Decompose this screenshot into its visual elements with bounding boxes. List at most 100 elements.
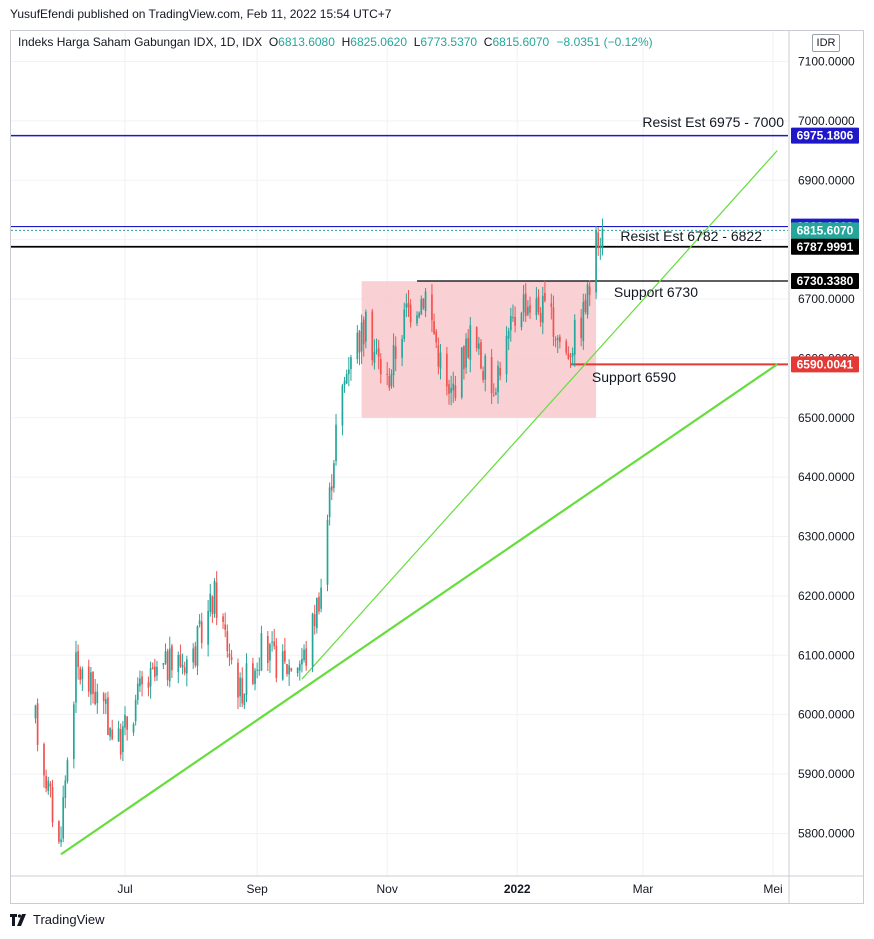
candle-body [452, 383, 455, 391]
candle-body [64, 780, 67, 798]
badge-6730-label: 6730.3380 [797, 274, 854, 288]
annotation-label: Resist Est 6975 - 7000 [642, 114, 784, 130]
trend-line [60, 363, 778, 856]
candle-body [386, 373, 389, 375]
candle-body [177, 654, 180, 673]
tradingview-logo-icon [10, 913, 26, 926]
legend-high: H6825.0620 [341, 35, 407, 49]
candle-body [558, 336, 561, 343]
candle-body [62, 797, 65, 839]
trend-line [301, 150, 778, 680]
candle-body [198, 620, 201, 625]
candle-body [273, 641, 276, 647]
candle-body [141, 676, 143, 685]
badge-6788-label: 6787.9991 [797, 240, 854, 254]
candle-body [266, 635, 269, 663]
candle-body [556, 338, 559, 340]
candle-body [156, 666, 158, 676]
candle-body [403, 309, 406, 339]
candle-body [139, 678, 141, 687]
candle-body [514, 317, 516, 326]
candle-body [215, 582, 218, 618]
candle-body [213, 581, 216, 614]
candle-body [72, 704, 75, 760]
candle-body [94, 691, 97, 705]
candle-body [252, 663, 254, 684]
candle-body [392, 345, 395, 376]
candle-body [207, 610, 209, 645]
candle-body [373, 352, 376, 363]
candle-body [66, 760, 69, 782]
candle-body [582, 301, 585, 342]
candle-body [79, 668, 82, 680]
candle-body [465, 338, 467, 368]
candle-body [554, 339, 557, 341]
candle-body [275, 645, 278, 679]
candle-body [480, 342, 482, 369]
candle-body [34, 705, 37, 719]
candle-body [460, 347, 463, 398]
candles [34, 218, 604, 847]
candle-body [424, 291, 427, 312]
candle-body [450, 387, 452, 393]
candle-body [537, 296, 540, 313]
candle-body [541, 295, 544, 323]
footer-brand: TradingView [33, 912, 105, 927]
candle-body [567, 353, 570, 359]
candle-body [122, 726, 124, 753]
candle-body [599, 245, 602, 249]
candle-body [371, 311, 374, 361]
candle-body [520, 313, 523, 328]
candle-body [194, 646, 197, 666]
chart-legend: Indeks Harga Saham Gabungan IDX, 1D, IDX… [18, 35, 653, 49]
badge-6788 [791, 238, 859, 255]
candle-body [286, 664, 288, 674]
candle-body [439, 352, 442, 369]
annotations: Resist Est 6975 - 7000 Resist Est 6782 - … [592, 114, 784, 385]
candle-body [409, 304, 412, 323]
candle-body [47, 780, 50, 791]
candle-body [245, 663, 248, 695]
candle-body [539, 312, 542, 323]
candle-body [454, 385, 457, 398]
candle-body [379, 359, 382, 375]
candle-body [601, 228, 604, 249]
candle-body [401, 338, 403, 358]
x-tick-label: Mei [763, 882, 782, 896]
candle-body [512, 317, 514, 319]
published-info: YusufEfendi published on TradingView.com… [10, 7, 392, 21]
badge-6590-label: 6590.0041 [797, 357, 854, 371]
candle-body [492, 395, 495, 397]
candle-body [318, 596, 320, 612]
candle-body [196, 626, 199, 667]
legend-title: Indeks Harga Saham Gabungan IDX, 1D, IDX [18, 35, 263, 49]
candle-body [258, 669, 261, 671]
y-tick-label: 7100.0000 [798, 55, 855, 69]
candle-body [179, 654, 182, 667]
candle-body [569, 355, 572, 357]
candle-body [162, 663, 165, 665]
candle-body [192, 648, 195, 663]
candle-body [109, 727, 111, 737]
candle-body [36, 703, 39, 745]
candle-body [58, 821, 60, 842]
candle-body [418, 312, 421, 318]
candle-body [60, 839, 62, 843]
axes: 7100.00007000.00006900.00006800.00006700… [11, 31, 863, 903]
candle-body [320, 587, 322, 609]
candle-body [350, 357, 352, 370]
candle-body [181, 664, 184, 668]
candle-body [330, 486, 333, 491]
badge-6975 [791, 127, 859, 144]
candle-body [301, 658, 303, 665]
candle-body [388, 376, 391, 388]
candle-body [482, 371, 484, 380]
footer[interactable]: TradingView [10, 912, 105, 927]
legend-close: C6815.6070 [483, 35, 550, 49]
x-tick-label: Mar [633, 882, 654, 896]
candle-body [200, 621, 203, 643]
candle-body [168, 648, 171, 682]
currency-button[interactable]: IDR [812, 34, 840, 52]
trend-lines [60, 150, 778, 856]
